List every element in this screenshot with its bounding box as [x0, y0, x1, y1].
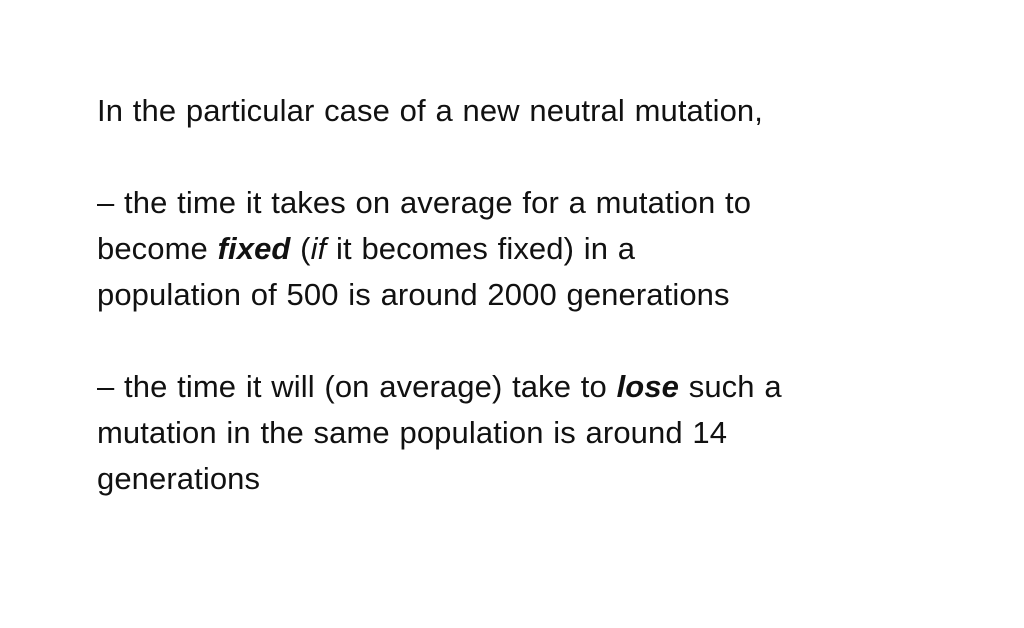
intro-line: In the particular case of a new neutral … — [97, 93, 763, 128]
emphasis-lose: lose — [616, 369, 680, 404]
emphasis-if: if — [310, 231, 327, 266]
point-loss: – the time it will (on average) take to … — [97, 364, 977, 502]
emphasis-fixed: fixed — [217, 231, 291, 266]
point-fixation-line-2: become fixed (if it becomes fixed) in a — [97, 226, 977, 272]
spacer — [97, 318, 977, 364]
line-text: such a — [679, 369, 782, 404]
slide-text: In the particular case of a new neutral … — [97, 88, 977, 502]
line-text: it becomes fixed) in a — [326, 231, 636, 266]
point-fixation-line-1: – the time it takes on average for a mut… — [97, 185, 752, 220]
spacer — [97, 134, 977, 180]
point-loss-line-1: – the time it will (on average) take to … — [97, 364, 977, 410]
point-fixation: – the time it takes on average for a mut… — [97, 180, 977, 318]
point-fixation-line-3: population of 500 is around 2000 generat… — [97, 277, 730, 312]
line-text: – the time it will (on average) take to — [97, 369, 617, 404]
line-text: ( — [290, 231, 311, 266]
point-loss-line-3: generations — [97, 461, 261, 496]
point-loss-line-2: mutation in the same population is aroun… — [97, 415, 728, 450]
line-text: become — [97, 231, 218, 266]
